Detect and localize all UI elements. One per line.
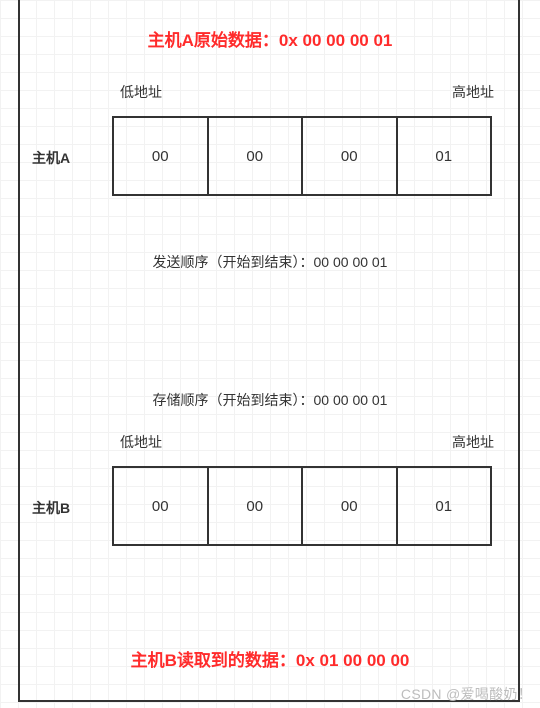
byte-cell: 00 bbox=[209, 468, 304, 544]
diagram-frame bbox=[18, 0, 520, 702]
host-b-label: 主机B bbox=[32, 498, 70, 518]
host-a-label: 主机A bbox=[32, 148, 70, 168]
store-order-text: 存储顺序（开始到结束）：00 00 00 01 bbox=[0, 390, 540, 410]
low-addr-a: 低地址 bbox=[120, 82, 162, 102]
byte-cell: 00 bbox=[303, 468, 398, 544]
byte-cell: 00 bbox=[114, 118, 209, 194]
bytes-row-b: 00 00 00 01 bbox=[112, 466, 492, 546]
title-host-a: 主机A原始数据：0x 00 00 00 01 bbox=[0, 26, 540, 51]
high-addr-a: 高地址 bbox=[452, 82, 494, 102]
byte-cell: 00 bbox=[303, 118, 398, 194]
byte-cell: 01 bbox=[398, 468, 491, 544]
low-addr-b: 低地址 bbox=[120, 432, 162, 452]
bytes-row-a: 00 00 00 01 bbox=[112, 116, 492, 196]
byte-cell: 01 bbox=[398, 118, 491, 194]
byte-cell: 00 bbox=[114, 468, 209, 544]
byte-cell: 00 bbox=[209, 118, 304, 194]
send-order-text: 发送顺序（开始到结束）：00 00 00 01 bbox=[0, 252, 540, 272]
high-addr-b: 高地址 bbox=[452, 432, 494, 452]
watermark-text: CSDN @爱喝酸奶！ bbox=[401, 684, 532, 704]
title-host-b: 主机B读取到的数据：0x 01 00 00 00 bbox=[0, 646, 540, 671]
